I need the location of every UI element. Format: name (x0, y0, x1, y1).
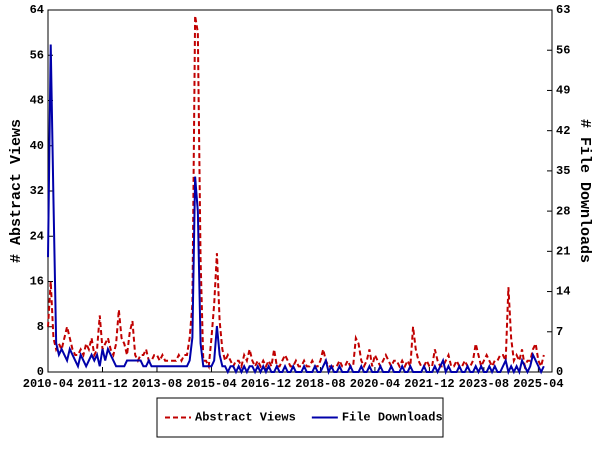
x-tick-label: 2020-04 (350, 377, 400, 391)
x-tick-label: 2011-12 (77, 377, 127, 391)
y2-tick-label: 35 (556, 164, 570, 178)
y-tick-label: 40 (30, 139, 44, 153)
y-axis-label: # Abstract Views (8, 119, 25, 263)
legend-box (156, 397, 444, 438)
y-tick-label: 32 (30, 184, 44, 198)
y2-tick-label: 49 (556, 84, 570, 98)
y2-tick-label: 28 (556, 204, 570, 218)
y-tick-label: 56 (30, 48, 44, 62)
x-tick-label: 2013-08 (132, 377, 182, 391)
y-tick-label: 0 (37, 365, 44, 379)
legend-label: File Downloads (342, 411, 443, 425)
x-tick-label: 2010-04 (23, 377, 73, 391)
y2-tick-label: 42 (556, 124, 570, 138)
y2-tick-label: 21 (556, 245, 570, 259)
x-tick-label: 2021-12 (404, 377, 454, 391)
y2-tick-label: 63 (556, 3, 570, 17)
y2-tick-label: 14 (556, 285, 570, 299)
y-tick-label: 64 (30, 3, 44, 17)
y2-tick-label: 56 (556, 43, 570, 57)
y-tick-label: 48 (30, 94, 44, 108)
series-line (47, 15, 545, 371)
legend-label: Abstract Views (195, 411, 296, 425)
x-tick-label: 2018-08 (295, 377, 345, 391)
series-line (47, 44, 545, 376)
y2-tick-label: 0 (556, 365, 563, 379)
y-tick-label: 8 (37, 320, 44, 334)
y-tick-label: 24 (30, 229, 44, 243)
x-tick-label: 2015-04 (186, 377, 236, 391)
y2-tick-label: 7 (556, 325, 563, 339)
x-tick-label: 2023-08 (459, 377, 509, 391)
x-tick-label: 2025-04 (513, 377, 563, 391)
y-tick-label: 16 (30, 275, 44, 289)
y2-axis-label: # File Downloads (576, 119, 593, 263)
x-tick-label: 2016-12 (241, 377, 291, 391)
